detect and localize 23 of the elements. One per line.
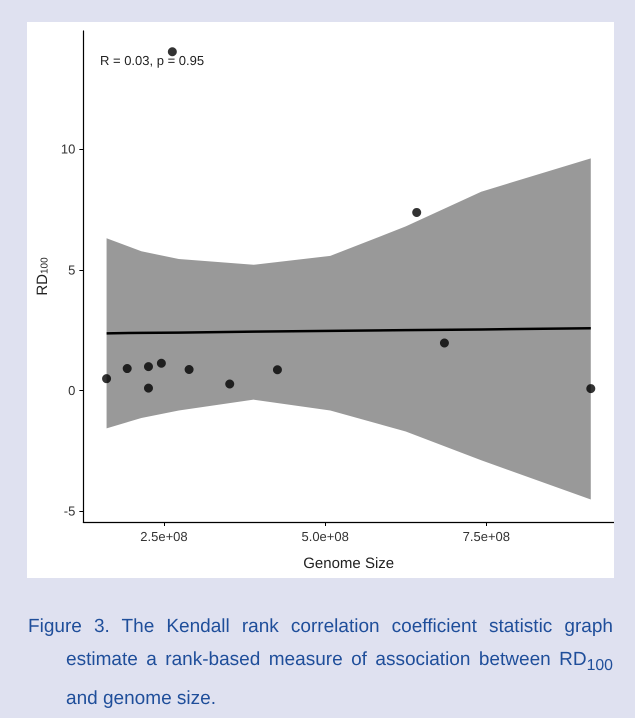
point — [440, 338, 449, 348]
point — [144, 384, 153, 393]
x-tick-label: 7.5e+08 — [462, 529, 510, 544]
point — [184, 365, 194, 374]
point — [586, 384, 596, 394]
text: Figure 3. The Kendall rank correlation coefficient statistic graph estimate a rank-based measure of association between RD$_{100}$ and genome size. — [28, 616, 613, 709]
point — [225, 379, 234, 388]
point — [144, 362, 153, 372]
x-tick-label: 2.5e+08 — [140, 529, 188, 544]
annotation: R = 0.03, p = 0.95 — [100, 53, 204, 68]
x-tick-label: 5.0e+08 — [301, 529, 349, 544]
point — [156, 358, 166, 368]
point — [102, 374, 112, 384]
y-axis-title: RD100 — [34, 256, 51, 296]
y-tick-label: 5 — [68, 262, 76, 278]
y-tick-label: 10 — [60, 142, 76, 157]
point — [168, 47, 177, 56]
point — [122, 364, 132, 374]
point — [272, 365, 282, 374]
point — [412, 208, 422, 217]
y-tick-label: -5 — [64, 504, 76, 519]
x-axis-title: Genome Size — [303, 555, 394, 572]
y-tick-label: 0 — [68, 383, 76, 398]
